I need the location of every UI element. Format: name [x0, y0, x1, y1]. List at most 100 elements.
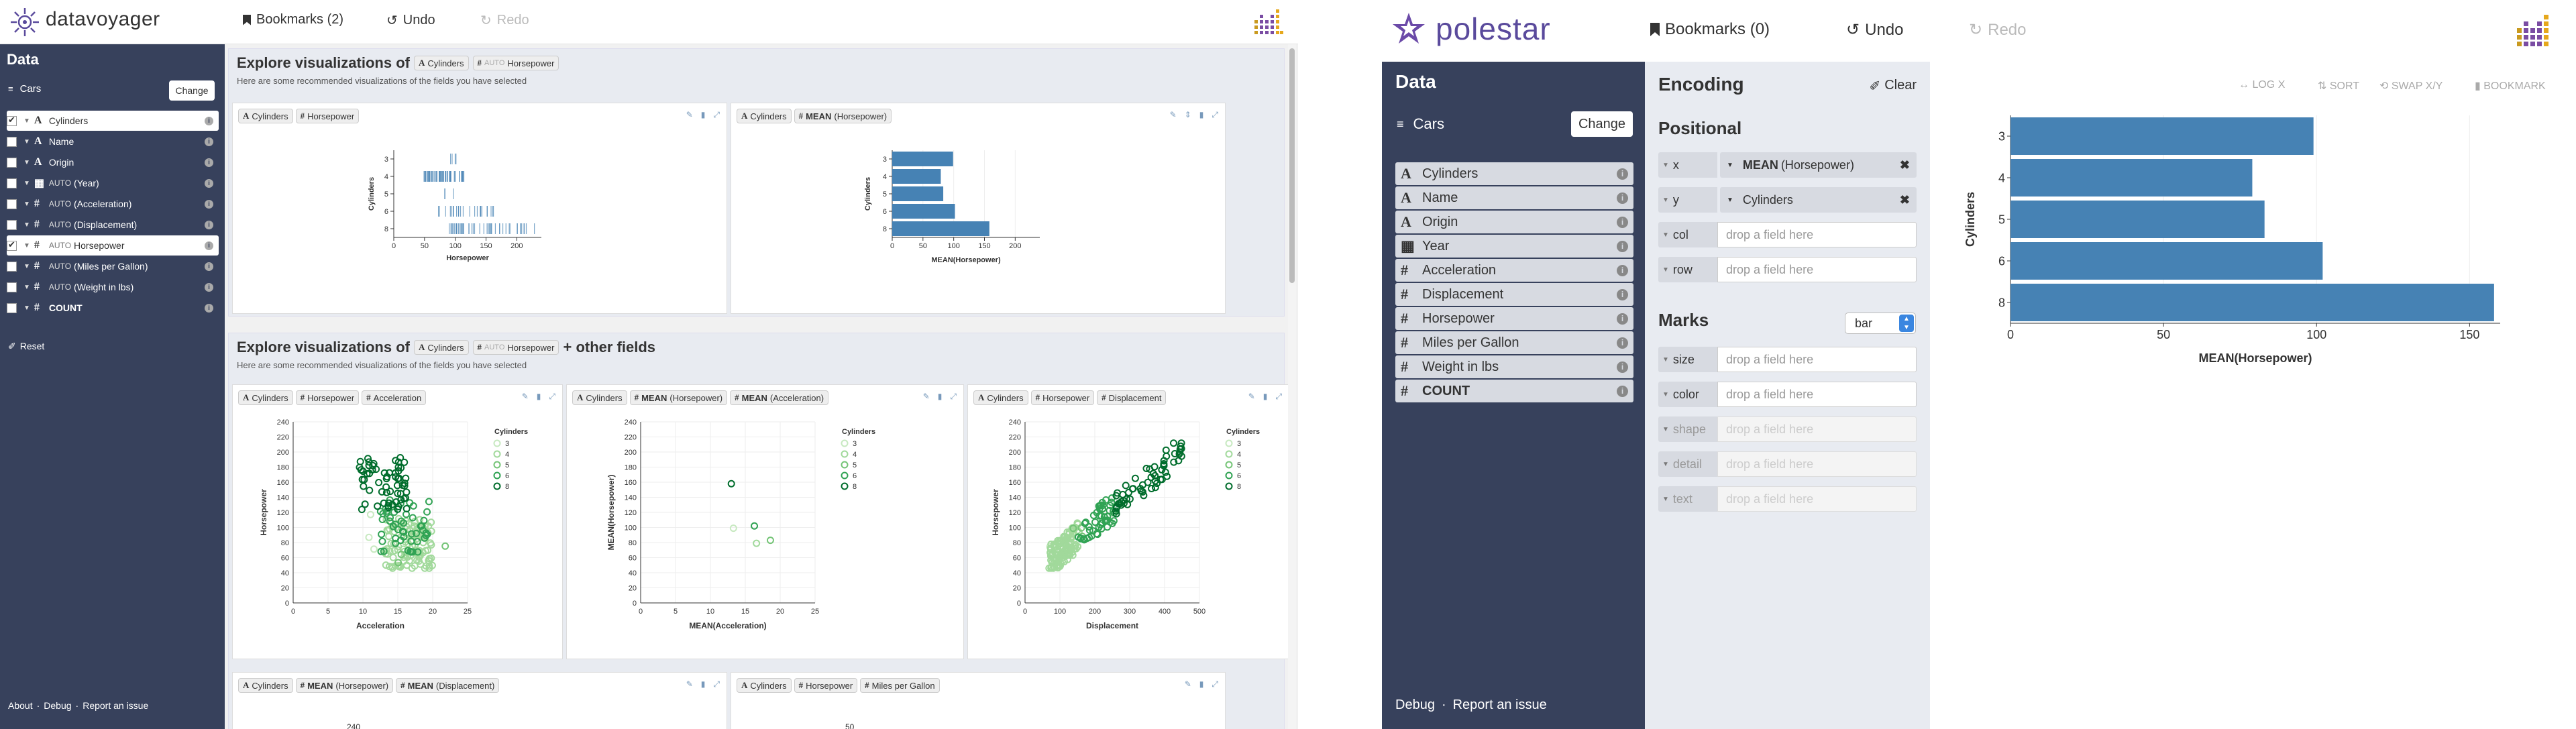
x-shelf[interactable]: ▼ x ▼ MEAN (Horsepower) ✖: [1658, 152, 1917, 178]
polestar-change-button[interactable]: Change: [1571, 111, 1633, 137]
voyager-field-miles-per-gallon[interactable]: ▼ # AUTO (Miles per Gallon) i: [7, 256, 219, 276]
voyager-field-count[interactable]: ▼ # COUNT i: [7, 298, 219, 318]
info-icon[interactable]: i: [205, 116, 213, 125]
voyager-undo-button[interactable]: ↺ Undo: [386, 12, 435, 29]
y-shelf[interactable]: ▼ y ▼ Cylinders ✖: [1658, 187, 1917, 213]
voyager-reset-button[interactable]: ✐ Reset: [8, 341, 44, 352]
info-icon[interactable]: i: [205, 262, 213, 271]
polestar-report-link[interactable]: Report an issue: [1452, 697, 1547, 712]
swap-button[interactable]: ⟲ SWAP X/Y: [2379, 79, 2443, 93]
row-shelf-drop[interactable]: drop a field here: [1717, 257, 1917, 282]
polestar-field-origin[interactable]: A Origin i: [1395, 211, 1633, 233]
bookmark-icon[interactable]: ▮: [1199, 110, 1204, 119]
info-icon[interactable]: i: [1617, 264, 1628, 276]
field-checkbox[interactable]: [7, 239, 17, 251]
caret-down-icon[interactable]: ▼: [23, 200, 30, 208]
expand-icon[interactable]: ⤢: [950, 392, 957, 401]
expand-icon[interactable]: ⤢: [549, 392, 555, 401]
section2-pill-cylinders[interactable]: A Cylinders: [413, 340, 469, 355]
x-shelf-field[interactable]: ▼ MEAN (Horsepower) ✖: [1720, 152, 1917, 178]
polestar-field-acceleration[interactable]: # Acceleration i: [1395, 259, 1633, 282]
bookmark-icon[interactable]: ▮: [536, 392, 541, 401]
remove-icon[interactable]: ✖: [1899, 158, 1910, 172]
info-icon[interactable]: i: [205, 158, 213, 167]
expand-icon[interactable]: ⤢: [1275, 392, 1282, 401]
voyager-field-weight-in-lbs[interactable]: ▼ # AUTO (Weight in lbs) i: [7, 277, 219, 297]
voyager-redo-button[interactable]: ↻ Redo: [480, 12, 529, 29]
voyager-field-year[interactable]: ▼ ▦ AUTO (Year) i: [7, 173, 219, 193]
info-icon[interactable]: i: [1617, 337, 1628, 349]
voyager-field-cylinders[interactable]: ▼ A Cylinders i: [7, 111, 219, 131]
info-icon[interactable]: i: [1617, 288, 1628, 300]
col-shelf[interactable]: ▼ col drop a field here: [1658, 222, 1917, 247]
section1-pill-cylinders[interactable]: A Cylinders: [413, 56, 469, 70]
voyager-report-link[interactable]: Report an issue: [83, 700, 149, 711]
field-checkbox[interactable]: [7, 136, 17, 147]
pin-icon[interactable]: ✎: [521, 392, 529, 401]
caret-down-icon[interactable]: ▼: [23, 241, 30, 249]
caret-down-icon[interactable]: ▼: [23, 158, 30, 166]
polestar-bookmarks-button[interactable]: Bookmarks (0): [1650, 20, 1770, 39]
polestar-redo-button[interactable]: ↻ Redo: [1969, 20, 2026, 40]
clear-button[interactable]: ✐ Clear: [1869, 78, 1917, 95]
voyager-change-button[interactable]: Change: [169, 80, 215, 101]
caret-down-icon[interactable]: ▼: [23, 221, 30, 229]
remove-icon[interactable]: ✖: [1899, 192, 1910, 207]
voyager-about-link[interactable]: About: [8, 700, 33, 711]
polestar-field-cylinders[interactable]: A Cylinders i: [1395, 162, 1633, 185]
field-checkbox[interactable]: [7, 178, 17, 188]
section1-pill-horsepower[interactable]: # AUTO Horsepower: [472, 56, 559, 70]
card-hp-accel-scatter[interactable]: A Cylinders # Horsepower # Acceleration ✎ ▮ ⤢…: [232, 384, 563, 659]
card-hp-mpg[interactable]: A Cylinders # Horsepower # Miles per Gallon…: [731, 672, 1226, 729]
voyager-scrollbar-thumb[interactable]: [1289, 48, 1295, 283]
info-icon[interactable]: i: [1617, 240, 1628, 252]
info-icon[interactable]: i: [205, 282, 213, 292]
expand-icon[interactable]: ⤢: [1212, 679, 1218, 689]
polestar-undo-button[interactable]: ↺ Undo: [1846, 20, 1903, 40]
info-icon[interactable]: i: [1617, 168, 1628, 180]
caret-down-icon[interactable]: ▼: [23, 283, 30, 291]
polestar-field-displacement[interactable]: # Displacement i: [1395, 283, 1633, 306]
info-icon[interactable]: i: [205, 303, 213, 313]
size-shelf[interactable]: ▼ size drop a field here: [1658, 347, 1917, 372]
col-shelf-drop[interactable]: drop a field here: [1717, 222, 1917, 247]
size-shelf-drop[interactable]: drop a field here: [1717, 347, 1917, 372]
bookmark-icon[interactable]: ▮: [937, 392, 943, 401]
info-icon[interactable]: i: [205, 199, 213, 209]
voyager-field-displacement[interactable]: ▼ # AUTO (Displacement) i: [7, 215, 219, 235]
voyager-bookmarks-button[interactable]: Bookmarks (2): [243, 12, 343, 27]
section2-pill-horsepower[interactable]: # AUTO Horsepower: [472, 340, 559, 355]
field-checkbox[interactable]: [7, 199, 17, 209]
voyager-field-origin[interactable]: ▼ A Origin i: [7, 152, 219, 172]
pin-icon[interactable]: ✎: [1248, 392, 1255, 401]
polestar-field-weight-in-lbs[interactable]: # Weight in lbs i: [1395, 355, 1633, 378]
field-checkbox[interactable]: [7, 282, 17, 292]
log-x-button[interactable]: ↔ LOG X: [2239, 79, 2285, 91]
sort-button[interactable]: ⇅ SORT: [2318, 79, 2359, 93]
info-icon[interactable]: i: [205, 220, 213, 229]
info-icon[interactable]: i: [205, 137, 213, 146]
expand-icon[interactable]: ⤢: [713, 679, 720, 689]
expand-icon[interactable]: ⤢: [1212, 110, 1218, 119]
info-icon[interactable]: i: [205, 178, 213, 188]
pin-icon[interactable]: ✎: [1169, 110, 1177, 119]
info-icon[interactable]: i: [205, 241, 213, 250]
polestar-debug-link[interactable]: Debug: [1395, 697, 1435, 712]
color-shelf-drop[interactable]: drop a field here: [1717, 382, 1917, 407]
y-shelf-field[interactable]: ▼ Cylinders ✖: [1720, 187, 1917, 213]
bookmark-icon[interactable]: ▮: [700, 110, 706, 119]
field-checkbox[interactable]: [7, 261, 17, 272]
voyager-debug-link[interactable]: Debug: [44, 700, 72, 711]
card-cyl-meanhp-bar[interactable]: A Cylinders # MEAN (Horsepower) ✎ ⇕ ▮ ⤢ 0 50 100…: [731, 103, 1226, 314]
polestar-field-count[interactable]: # COUNT i: [1395, 380, 1633, 402]
info-icon[interactable]: i: [1617, 361, 1628, 373]
pin-icon[interactable]: ✎: [922, 392, 930, 401]
bookmark-icon[interactable]: ▮: [700, 679, 706, 689]
voyager-field-name[interactable]: ▼ A Name i: [7, 131, 219, 152]
caret-down-icon[interactable]: ▼: [23, 179, 30, 187]
info-icon[interactable]: i: [1617, 385, 1628, 397]
mark-type-select[interactable]: bar ▲ ▼: [1845, 313, 1916, 334]
card-hp-disp-scatter[interactable]: A Cylinders # Horsepower # Displacement ✎ ▮ ⤢…: [967, 384, 1289, 659]
polestar-field-horsepower[interactable]: # Horsepower i: [1395, 307, 1633, 330]
